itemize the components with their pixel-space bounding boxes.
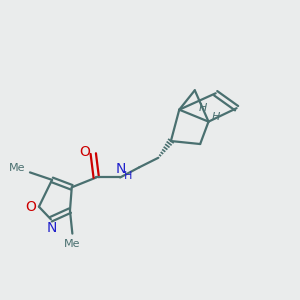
Text: H: H bbox=[198, 103, 207, 112]
Text: N: N bbox=[116, 161, 126, 176]
Text: O: O bbox=[25, 200, 36, 214]
Text: N: N bbox=[46, 221, 57, 235]
Text: Me: Me bbox=[64, 239, 81, 249]
Text: O: O bbox=[80, 145, 90, 159]
Text: Me: Me bbox=[9, 163, 26, 173]
Text: H: H bbox=[124, 171, 133, 181]
Text: H: H bbox=[212, 112, 220, 122]
